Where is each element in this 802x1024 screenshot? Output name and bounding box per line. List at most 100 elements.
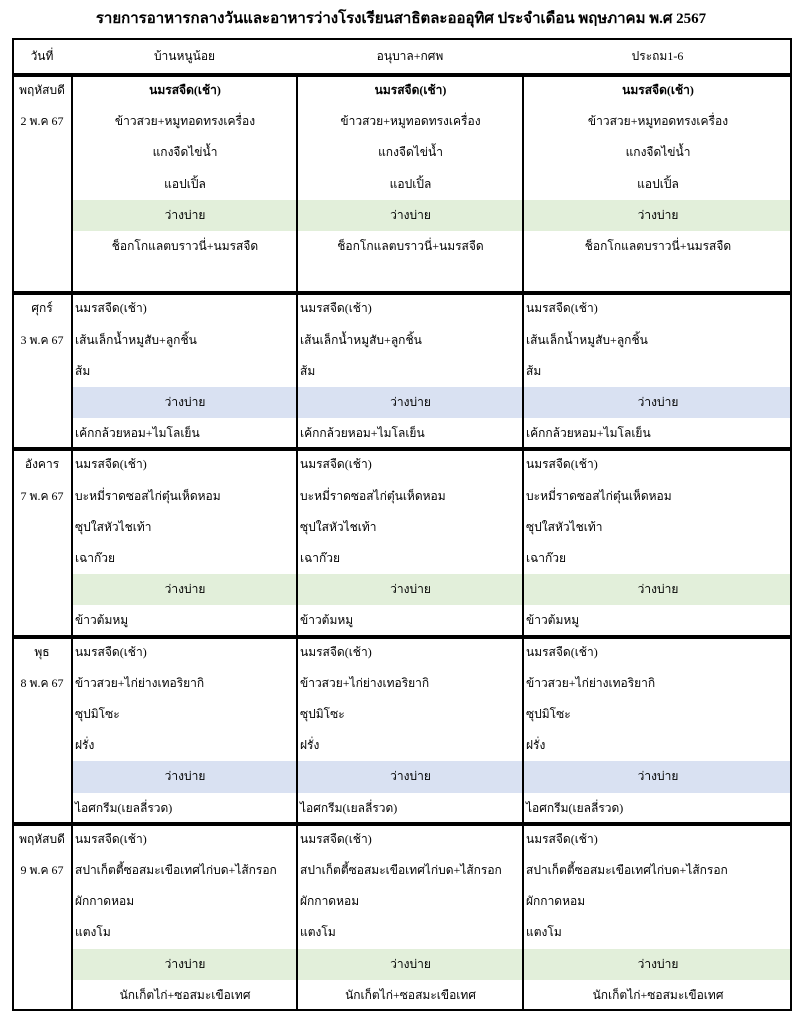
day-name: อังคาร bbox=[24, 457, 60, 472]
menu-item: นมรสจืด(เช้า) bbox=[526, 831, 598, 846]
menu-item: เส้นเล็กน้ำหมูสับ+ลูกชิ้น bbox=[75, 332, 197, 347]
date-border bbox=[12, 636, 72, 824]
day-name: พฤหัสบดี bbox=[19, 831, 65, 846]
menu-item: ส้ม bbox=[300, 363, 316, 378]
day-border bbox=[12, 636, 792, 824]
menu-item: นมรสจืด(เช้า) bbox=[526, 644, 598, 659]
menu-item: นมรสจืด(เช้า) bbox=[75, 457, 147, 472]
menu-item: นมรสจืด(เช้า) bbox=[75, 831, 147, 846]
day-date: 9 พ.ค 67 bbox=[20, 863, 64, 878]
menu-item: แอปเปิ้ล bbox=[389, 176, 432, 191]
snack-label: ว่างบ่าย bbox=[298, 574, 523, 606]
menu-item: นมรสจืด(เช้า) bbox=[300, 831, 372, 846]
menu-item: เค้กกล้วยหอม+ไมโลเย็น bbox=[75, 426, 200, 441]
snack-label: ว่างบ่าย bbox=[298, 761, 523, 793]
day-border bbox=[12, 293, 792, 450]
menu-item: ผักกาดหอม bbox=[526, 894, 586, 909]
menu-item: ฝรั่ง bbox=[300, 738, 320, 753]
menu-item: แอปเปิ้ล bbox=[637, 176, 679, 191]
menu-item: บะหมี่ราดซอสไก่ตุ๋นเห็ดหอม bbox=[300, 488, 446, 503]
menu-item: ข้าวสวย+ไก่ย่างเทอริยากิ bbox=[300, 675, 430, 690]
menu-item: นมรสจืด(เช้า) bbox=[526, 301, 598, 316]
menu-item: ช็อกโกแลตบราวนี่+นมรสจืด bbox=[584, 239, 732, 254]
date-border bbox=[12, 75, 72, 294]
menu-item: ผักกาดหอม bbox=[300, 894, 360, 909]
date-border bbox=[12, 293, 72, 450]
menu-item: ข้าวสวย+หมูทอดทรงเครื่อง bbox=[587, 114, 729, 129]
menu-item: ข้าวสวย+หมูทอดทรงเครื่อง bbox=[114, 114, 256, 129]
menu-item: นมรสจืด(เช้า) bbox=[300, 644, 372, 659]
snack-label: ว่างบ่าย bbox=[524, 948, 792, 980]
snack-label: ว่างบ่าย bbox=[524, 574, 792, 606]
day-date: 3 พ.ค 67 bbox=[20, 332, 64, 347]
day-name: ศุกร์ bbox=[31, 301, 53, 316]
header-cell: ประถม1-6 bbox=[631, 49, 684, 63]
menu-item: ข้าวสวย+ไก่ย่างเทอริยากิ bbox=[75, 675, 205, 690]
menu-item: นักเก็ตไก่+ซอสมะเขือเทศ bbox=[119, 987, 251, 1002]
snack-label: ว่างบ่าย bbox=[524, 199, 792, 231]
header-cell: วันที่ bbox=[30, 49, 54, 63]
menu-item: ฝรั่ง bbox=[526, 738, 546, 753]
menu-item: ผักกาดหอม bbox=[75, 894, 135, 909]
menu-item: แตงโม bbox=[526, 925, 562, 940]
snack-label: ว่างบ่าย bbox=[524, 387, 792, 419]
snack-label: ว่างบ่าย bbox=[298, 199, 523, 231]
menu-item: เค้กกล้วยหอม+ไมโลเย็น bbox=[300, 426, 425, 441]
menu-item: ส้ม bbox=[75, 363, 91, 378]
menu-item: เส้นเล็กน้ำหมูสับ+ลูกชิ้น bbox=[300, 332, 422, 347]
menu-item: เค้กกล้วยหอม+ไมโลเย็น bbox=[526, 426, 651, 441]
menu-item: ข้าวต้มหมู bbox=[526, 613, 580, 628]
title: รายการอาหารกลางวันและอาหารว่างโรงเรียนสา… bbox=[95, 11, 707, 27]
day-border bbox=[12, 449, 792, 637]
menu-item: ไอศกรีม(เยลลี่รวด) bbox=[526, 800, 624, 815]
menu-item: ซุปมิโซะ bbox=[75, 707, 120, 722]
menu-item: แกงจืดไข่น้ำ bbox=[625, 145, 691, 160]
menu-item: นมรสจืด(เช้า) bbox=[526, 457, 598, 472]
menu-item: ซุปมิโซะ bbox=[526, 707, 571, 722]
snack-label: ว่างบ่าย bbox=[73, 574, 297, 606]
snack-label: ว่างบ่าย bbox=[298, 948, 523, 980]
date-border bbox=[12, 823, 72, 1011]
day-name: พุธ bbox=[34, 644, 50, 659]
header-cell: อนุบาล+กศพ bbox=[376, 49, 444, 63]
snack-label: ว่างบ่าย bbox=[524, 761, 792, 793]
menu-item: ซุปใสหัวไชเท้า bbox=[300, 519, 377, 534]
menu-item: บะหมี่ราดซอสไก่ตุ๋นเห็ดหอม bbox=[526, 488, 672, 503]
menu-item: นมรสจืด(เช้า) bbox=[300, 457, 372, 472]
snack-label: ว่างบ่าย bbox=[73, 948, 297, 980]
menu-item: นมรสจืด(เช้า) bbox=[622, 83, 694, 98]
menu-item: ข้าวต้มหมู bbox=[300, 613, 354, 628]
menu-item: นักเก็ตไก่+ซอสมะเขือเทศ bbox=[345, 987, 476, 1002]
snack-label: ว่างบ่าย bbox=[73, 387, 297, 419]
menu-item: เฉาก๊วย bbox=[300, 551, 341, 566]
day-date: 2 พ.ค 67 bbox=[20, 114, 64, 129]
menu-item: เส้นเล็กน้ำหมูสับ+ลูกชิ้น bbox=[526, 332, 648, 347]
menu-item: นมรสจืด(เช้า) bbox=[75, 644, 147, 659]
day-date: 7 พ.ค 67 bbox=[20, 488, 64, 503]
header-cell: บ้านหนูน้อย bbox=[153, 49, 216, 63]
menu-item: ไอศกรีม(เยลลี่รวด) bbox=[75, 800, 173, 815]
snack-label: ว่างบ่าย bbox=[73, 761, 297, 793]
menu-item: นมรสจืด(เช้า) bbox=[374, 83, 447, 98]
menu-item: แอปเปิ้ล bbox=[164, 176, 206, 191]
day-border bbox=[12, 823, 792, 1011]
date-border bbox=[12, 449, 72, 637]
menu-item: ช็อกโกแลตบราวนี่+นมรสจืด bbox=[337, 239, 484, 254]
day-date: 8 พ.ค 67 bbox=[20, 675, 64, 690]
menu-item: ข้าวต้มหมู bbox=[75, 613, 129, 628]
menu-item: ซุปใสหัวไชเท้า bbox=[75, 519, 152, 534]
menu-item: แตงโม bbox=[75, 925, 111, 940]
menu-item: แตงโม bbox=[300, 925, 336, 940]
menu-item: แกงจืดไข่น้ำ bbox=[378, 145, 443, 160]
menu-item: ข้าวสวย+หมูทอดทรงเครื่อง bbox=[340, 114, 481, 129]
menu-item: ช็อกโกแลตบราวนี่+นมรสจืด bbox=[111, 239, 259, 254]
menu-item: นมรสจืด(เช้า) bbox=[75, 301, 147, 316]
menu-item: สปาเก็ตตี้ซอสมะเขือเทศไก่บด+ไส้กรอก bbox=[75, 863, 277, 878]
menu-item: แกงจืดไข่น้ำ bbox=[152, 145, 218, 160]
menu-item: บะหมี่ราดซอสไก่ตุ๋นเห็ดหอม bbox=[75, 488, 221, 503]
menu-item: ส้ม bbox=[526, 363, 542, 378]
snack-label: ว่างบ่าย bbox=[298, 387, 523, 419]
menu-item: เฉาก๊วย bbox=[526, 551, 567, 566]
day-border bbox=[12, 75, 792, 294]
